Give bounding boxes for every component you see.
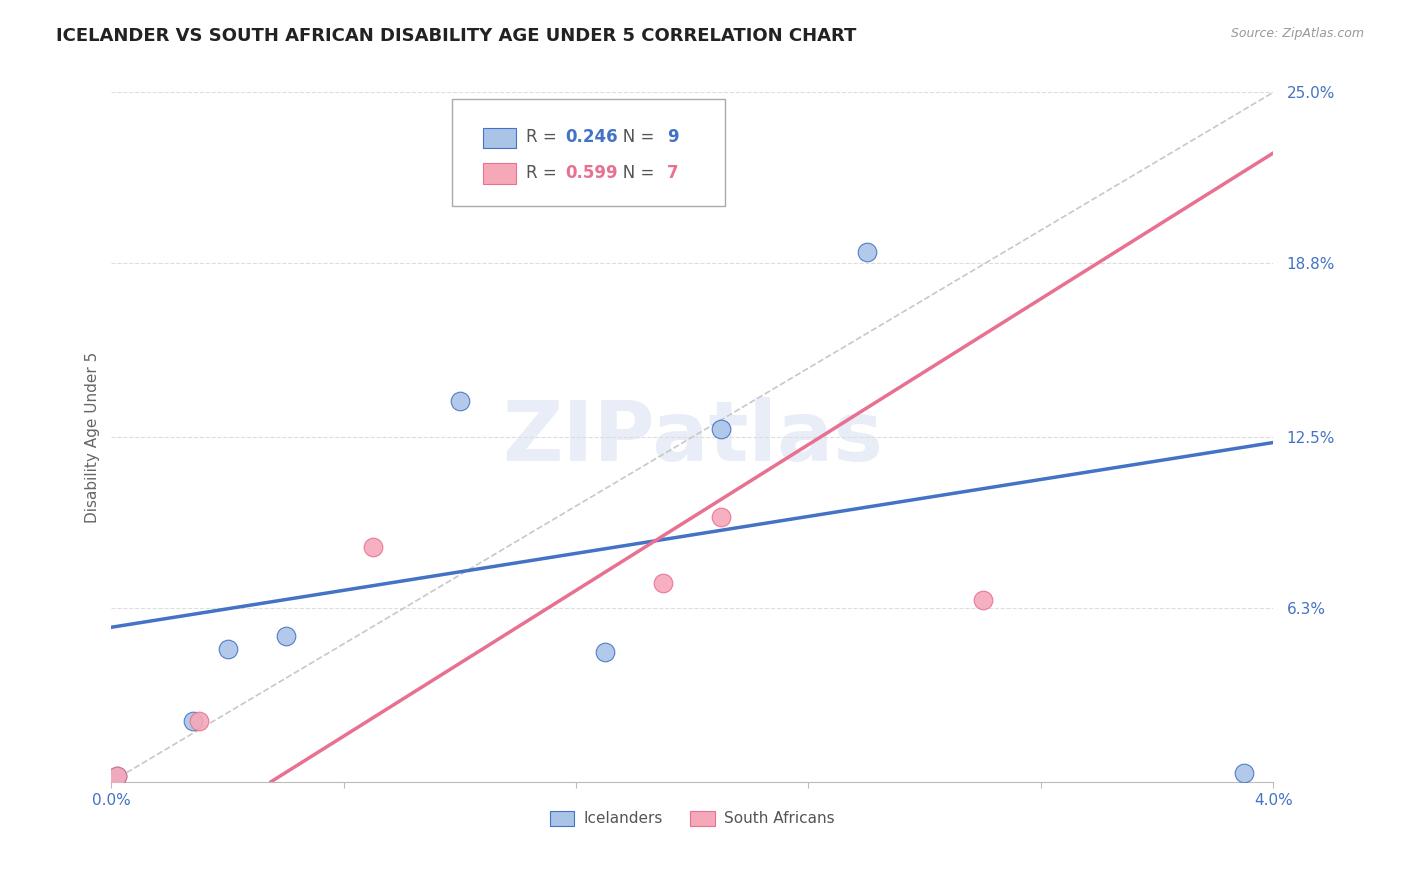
Point bbox=[105, 769, 128, 783]
FancyBboxPatch shape bbox=[451, 99, 725, 206]
Text: R =: R = bbox=[526, 128, 562, 146]
Point bbox=[181, 714, 204, 728]
Point bbox=[652, 576, 675, 591]
Text: R =: R = bbox=[526, 164, 562, 182]
Bar bbox=[484, 163, 516, 184]
Text: N =: N = bbox=[607, 164, 659, 182]
Text: 7: 7 bbox=[666, 164, 678, 182]
Y-axis label: Disability Age Under 5: Disability Age Under 5 bbox=[86, 351, 100, 523]
Point bbox=[593, 645, 616, 659]
Text: 0.599: 0.599 bbox=[565, 164, 619, 182]
Point bbox=[710, 422, 733, 436]
Text: Source: ZipAtlas.com: Source: ZipAtlas.com bbox=[1230, 27, 1364, 40]
Text: ICELANDER VS SOUTH AFRICAN DISABILITY AGE UNDER 5 CORRELATION CHART: ICELANDER VS SOUTH AFRICAN DISABILITY AG… bbox=[56, 27, 856, 45]
Bar bbox=[484, 128, 516, 148]
Point bbox=[855, 245, 877, 260]
Point bbox=[217, 642, 239, 657]
Point bbox=[972, 592, 994, 607]
Point bbox=[478, 182, 501, 196]
Legend: Icelanders, South Africans: Icelanders, South Africans bbox=[544, 805, 841, 832]
Text: 9: 9 bbox=[666, 128, 678, 146]
Point bbox=[710, 510, 733, 524]
Text: N =: N = bbox=[607, 128, 659, 146]
Text: ZIPatlas: ZIPatlas bbox=[502, 397, 883, 477]
Point bbox=[1233, 766, 1256, 780]
Point bbox=[361, 541, 384, 555]
Point bbox=[449, 394, 471, 409]
Point bbox=[187, 714, 209, 728]
Point bbox=[105, 769, 128, 783]
Text: 0.246: 0.246 bbox=[565, 128, 619, 146]
Point bbox=[274, 628, 297, 642]
